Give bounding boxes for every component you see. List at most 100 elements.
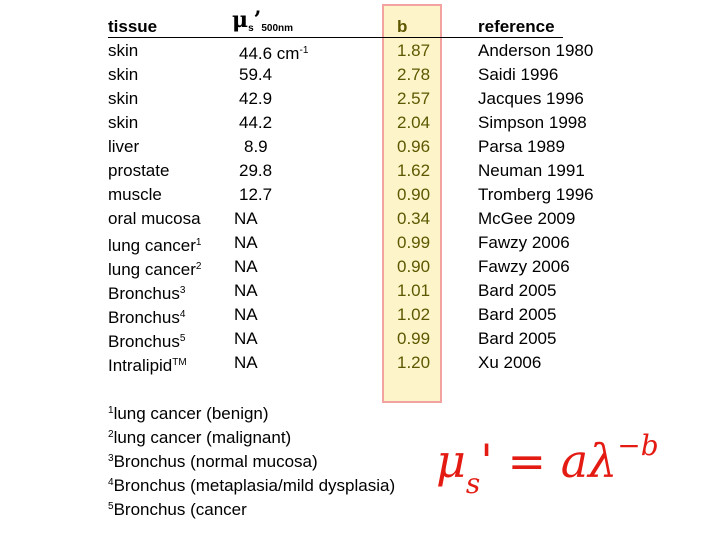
row-b: 1.02 <box>397 305 430 325</box>
b-value: 1.02 <box>397 305 431 324</box>
tissue-name: Bronchus <box>108 332 180 351</box>
row-tissue: Bronchus3 <box>108 281 185 304</box>
row-reference: Neuman 1991 <box>478 161 585 181</box>
row-mu: NA <box>234 233 258 253</box>
row-reference: Fawzy 2006 <box>478 233 570 253</box>
b-value: 1.87 <box>397 41 431 60</box>
row-mu: 59.4 <box>239 65 272 85</box>
tissue-name: lung cancer <box>108 236 196 255</box>
row-tissue: muscle <box>108 185 162 205</box>
footnote: 5Bronchus (cancer <box>108 497 247 520</box>
row-b: 2.78 <box>397 65 430 85</box>
tissue-name: Bronchus <box>108 284 180 303</box>
reference-text: Bard 2005 <box>478 329 557 348</box>
footnote: 2lung cancer (malignant) <box>108 425 291 448</box>
row-mu: 44.6 cm-1 <box>239 41 308 64</box>
b-value: 0.99 <box>397 329 431 348</box>
footnote-text: Bronchus (metaplasia/mild dysplasia) <box>113 476 396 495</box>
row-reference: Saidi 1996 <box>478 65 558 85</box>
tissue-name: liver <box>108 137 140 156</box>
mu-wavelength: 500nm <box>261 23 294 34</box>
mu-value: 8.9 <box>244 137 268 156</box>
scattering-formula: μs' = aλ−b <box>436 416 659 500</box>
footnote-text: lung cancer (benign) <box>113 404 269 423</box>
header-reference: reference <box>478 17 555 36</box>
row-reference: Fawzy 2006 <box>478 257 570 277</box>
row-mu: 44.2 <box>239 113 272 133</box>
row-b: 1.20 <box>397 353 430 373</box>
reference-text: Bard 2005 <box>478 281 557 300</box>
mu-unit-exponent: -1 <box>299 45 309 56</box>
formula-body: ' = aλ <box>480 434 618 488</box>
mu-value: NA <box>234 281 258 300</box>
tissue-name: Bronchus <box>108 308 180 327</box>
row-reference: Anderson 1980 <box>478 41 593 61</box>
row-mu: NA <box>234 281 258 301</box>
tissue-name: skin <box>108 89 139 108</box>
header-tissue: tissue <box>108 17 158 36</box>
b-value: 1.01 <box>397 281 431 300</box>
row-tissue: Bronchus5 <box>108 329 185 352</box>
reference-text: Fawzy 2006 <box>478 257 570 276</box>
mu-value: 44.6 cm <box>239 44 300 63</box>
b-value: 0.34 <box>397 209 431 228</box>
mu-value: NA <box>234 209 258 228</box>
row-tissue: lung cancer1 <box>108 233 201 256</box>
row-tissue: liver <box>108 137 139 157</box>
formula-exponent: −b <box>617 429 659 462</box>
b-value: 2.57 <box>397 89 431 108</box>
mu-value: NA <box>234 233 258 252</box>
row-mu: 8.9 <box>244 137 268 157</box>
mu-value: NA <box>234 305 258 324</box>
row-tissue: IntralipidTM <box>108 353 187 376</box>
tissue-name: Intralipid <box>108 356 173 375</box>
tissue-name: skin <box>108 113 139 132</box>
reference-text: Jacques 1996 <box>478 89 584 108</box>
formula-subscript: s <box>465 467 481 500</box>
row-reference: McGee 2009 <box>478 209 575 229</box>
footnote-text: Bronchus (cancer <box>113 500 247 519</box>
b-value: 0.90 <box>397 185 431 204</box>
b-value: 1.20 <box>397 353 431 372</box>
row-b: 0.99 <box>397 329 430 349</box>
reference-text: Saidi 1996 <box>478 65 559 84</box>
row-b: 2.04 <box>397 113 430 133</box>
row-b: 0.99 <box>397 233 430 253</box>
tissue-name: lung cancer <box>108 260 196 279</box>
row-b: 1.01 <box>397 281 430 301</box>
b-value: 0.96 <box>397 137 431 156</box>
row-mu: NA <box>234 209 258 229</box>
mu-value: 42.9 <box>239 89 273 108</box>
reference-text: Anderson 1980 <box>478 41 594 60</box>
b-value: 1.62 <box>397 161 431 180</box>
footnote: 3Bronchus (normal mucosa) <box>108 449 318 472</box>
row-b: 0.34 <box>397 209 430 229</box>
tissue-footnote-mark: 1 <box>195 237 202 248</box>
mu-value: NA <box>234 329 258 348</box>
header-mu: μs’500nm <box>232 7 294 39</box>
row-b: 0.96 <box>397 137 430 157</box>
tissue-footnote-mark: 2 <box>195 261 202 272</box>
b-value: 0.90 <box>397 257 431 276</box>
tissue-name: oral mucosa <box>108 209 201 228</box>
mu-value: 44.2 <box>239 113 273 132</box>
mu-symbol: μ <box>232 7 249 33</box>
row-reference: Xu 2006 <box>478 353 541 373</box>
row-tissue: Bronchus4 <box>108 305 185 328</box>
b-value: 2.78 <box>397 65 431 84</box>
row-reference: Jacques 1996 <box>478 89 584 109</box>
tissue-footnote-mark: TM <box>172 357 187 368</box>
footnote-mark: 4 <box>108 477 114 488</box>
row-b: 0.90 <box>397 257 430 277</box>
footnote: 4Bronchus (metaplasia/mild dysplasia) <box>108 473 395 496</box>
row-reference: Parsa 1989 <box>478 137 565 157</box>
row-mu: NA <box>234 305 258 325</box>
row-tissue: skin <box>108 65 138 85</box>
footnote-mark: 1 <box>108 405 114 416</box>
b-column-highlight <box>382 4 442 403</box>
row-reference: Bard 2005 <box>478 281 556 301</box>
row-tissue: skin <box>108 41 138 61</box>
formula-mu: μ <box>436 434 466 488</box>
mu-prime: ’ <box>253 7 262 33</box>
mu-value: NA <box>234 353 258 372</box>
